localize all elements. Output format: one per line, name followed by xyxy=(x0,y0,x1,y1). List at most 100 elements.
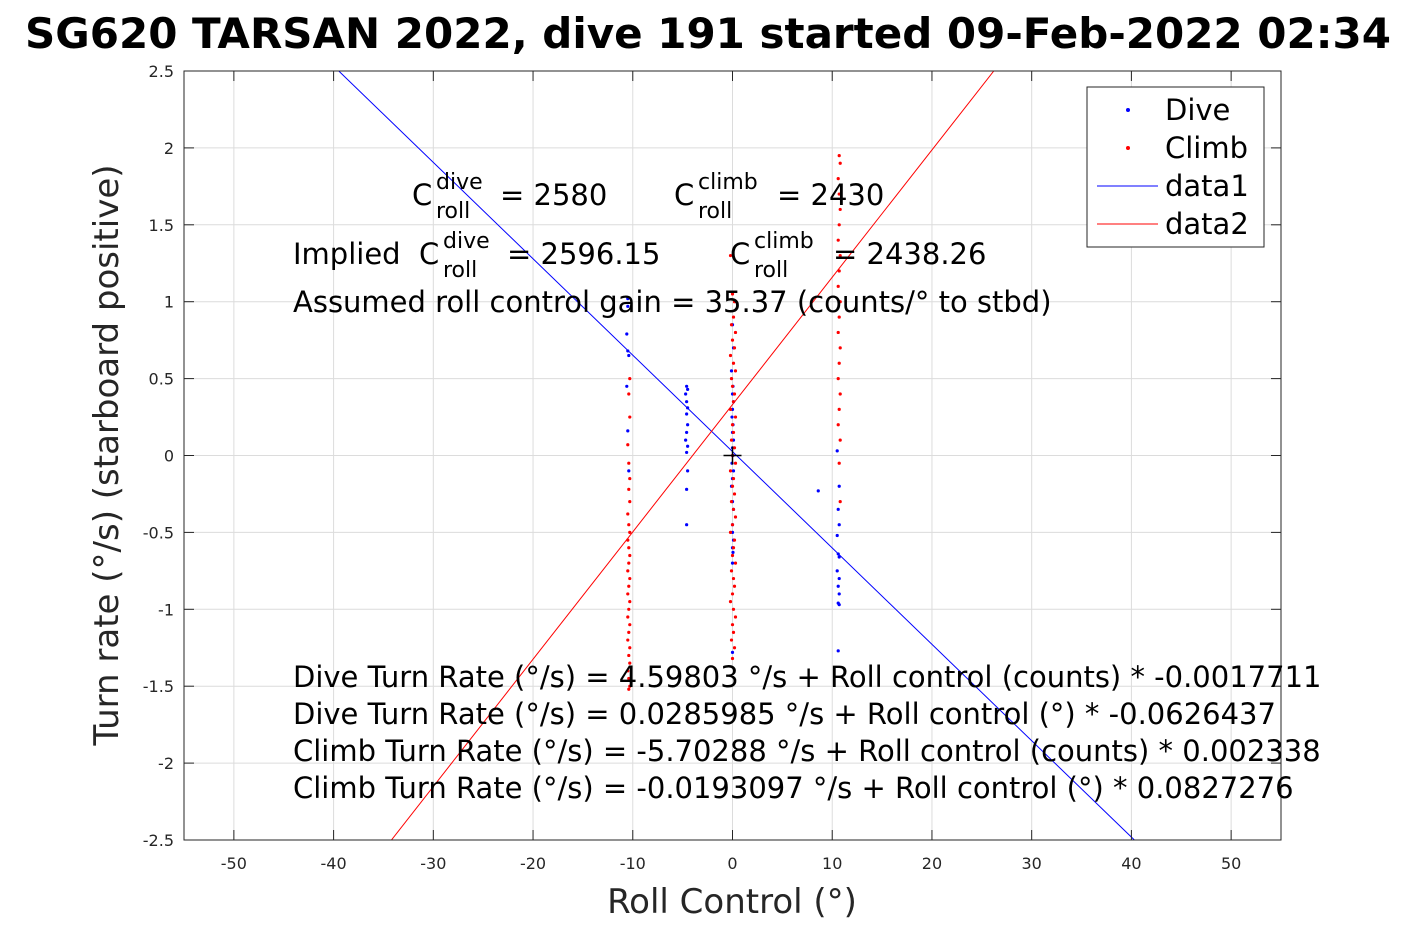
y-tick-label: 0.5 xyxy=(149,370,174,389)
climb-point xyxy=(730,384,735,388)
climb-point xyxy=(628,377,632,381)
climb-point xyxy=(731,315,736,319)
implied-dive-superscript: dive xyxy=(443,229,490,254)
dive-point xyxy=(627,469,631,473)
climb-point xyxy=(729,569,734,573)
climb-point xyxy=(732,392,737,396)
climb-point xyxy=(626,615,630,619)
climb-point xyxy=(732,446,737,450)
climb-point xyxy=(731,607,736,611)
climb-point xyxy=(627,546,631,550)
climb-point xyxy=(627,584,631,588)
c-dive-symbol: C xyxy=(412,178,432,212)
implied-dive-value: = 2596.15 xyxy=(507,237,660,271)
climb-point xyxy=(626,512,630,516)
x-tick-label: -50 xyxy=(221,854,247,873)
x-tick-labels: -50 -40 -30 -20 -10 0 10 20 30 40 50 xyxy=(221,854,1242,873)
climb-point xyxy=(728,353,733,358)
tick-marks xyxy=(184,70,1281,841)
dive-point xyxy=(837,555,841,559)
dive-point xyxy=(686,406,690,410)
dive-point xyxy=(836,552,840,556)
y-tick-label: 2.5 xyxy=(149,62,174,81)
fit-line-climb-counts: Climb Turn Rate (°/s) = -5.70288 °/s + R… xyxy=(293,734,1321,768)
data-points xyxy=(625,153,842,691)
climb-point xyxy=(729,377,734,381)
dive-point xyxy=(730,650,735,654)
climb-point xyxy=(729,323,734,327)
dive-point xyxy=(731,469,736,473)
x-tick-label: -10 xyxy=(620,854,646,873)
climb-point xyxy=(627,676,631,681)
climb-point xyxy=(837,407,841,411)
climb-point xyxy=(729,438,734,442)
climb-point xyxy=(627,487,631,491)
climb-point xyxy=(626,669,630,673)
climb-point xyxy=(733,415,738,419)
climb-point xyxy=(628,530,632,535)
dive-point xyxy=(685,384,689,388)
legend-climb-marker xyxy=(1126,146,1130,150)
climb-point xyxy=(733,615,738,619)
dive-point xyxy=(835,569,839,573)
dive-point xyxy=(627,353,631,358)
climb-point xyxy=(730,423,735,427)
dive-point xyxy=(730,415,734,419)
climb-point xyxy=(626,638,630,642)
y-tick-label: -1 xyxy=(158,600,174,619)
climb-point xyxy=(838,161,842,165)
dive-point xyxy=(837,484,841,488)
dive-point xyxy=(685,523,689,527)
climb-point xyxy=(838,300,842,304)
climb-point xyxy=(627,523,631,527)
legend-box xyxy=(1086,86,1265,248)
dive-point xyxy=(685,412,689,416)
fit-line-dive-counts: Dive Turn Rate (°/s) = 4.59803 °/s + Rol… xyxy=(293,660,1321,694)
climb-point xyxy=(837,461,841,465)
climb-point xyxy=(728,253,733,258)
dive-point xyxy=(626,297,630,301)
legend-dive-marker xyxy=(1126,108,1130,112)
climb-point xyxy=(731,546,736,550)
y-tick-label: -1.5 xyxy=(143,677,174,696)
climb-point xyxy=(733,330,738,335)
dive-point xyxy=(684,392,688,396)
dive-point xyxy=(625,332,629,336)
fit-line-climb-degrees: Climb Turn Rate (°/s) = -0.0193097 °/s +… xyxy=(293,771,1294,805)
climb-point xyxy=(731,430,736,435)
climb-point xyxy=(837,269,841,273)
dive-point xyxy=(626,429,630,433)
climb-point xyxy=(627,687,631,691)
climb-point xyxy=(728,600,733,604)
dive-point xyxy=(836,507,840,511)
dive-point xyxy=(837,592,841,596)
climb-point xyxy=(730,338,735,342)
climb-point xyxy=(628,415,632,419)
dive-point xyxy=(626,304,630,308)
climb-point xyxy=(837,223,841,227)
c-dive-subscript: roll xyxy=(436,199,470,224)
roll-gain-annotation: Assumed roll control gain = 35.37 (count… xyxy=(293,285,1052,319)
c-climb-symbol: C xyxy=(674,178,694,212)
dive-point xyxy=(836,649,840,653)
climb-point xyxy=(728,469,733,473)
fit-line-dive-degrees: Dive Turn Rate (°/s) = 0.0285985 °/s + R… xyxy=(293,697,1276,731)
coefficient-climb-annotation: C climb roll = 2430 xyxy=(674,170,884,224)
climb-point xyxy=(838,392,842,396)
climb-point xyxy=(626,443,630,447)
legend-data2-label: data2 xyxy=(1165,207,1249,241)
reference-marker xyxy=(723,446,742,465)
x-tick-label: -20 xyxy=(520,854,546,873)
climb-point xyxy=(628,476,632,481)
climb-point xyxy=(628,500,632,504)
climb-point xyxy=(836,177,840,181)
y-tick-labels: 2.5 2 1.5 1 0.5 0 -0.5 -1 -1.5 -2 -2.5 xyxy=(143,62,174,850)
dive-point xyxy=(686,423,690,427)
climb-point xyxy=(627,392,631,396)
climb-point xyxy=(836,238,840,242)
dive-point xyxy=(836,584,840,588)
climb-point xyxy=(729,638,734,642)
data2-fit-line xyxy=(391,71,995,840)
climb-point xyxy=(838,253,842,258)
